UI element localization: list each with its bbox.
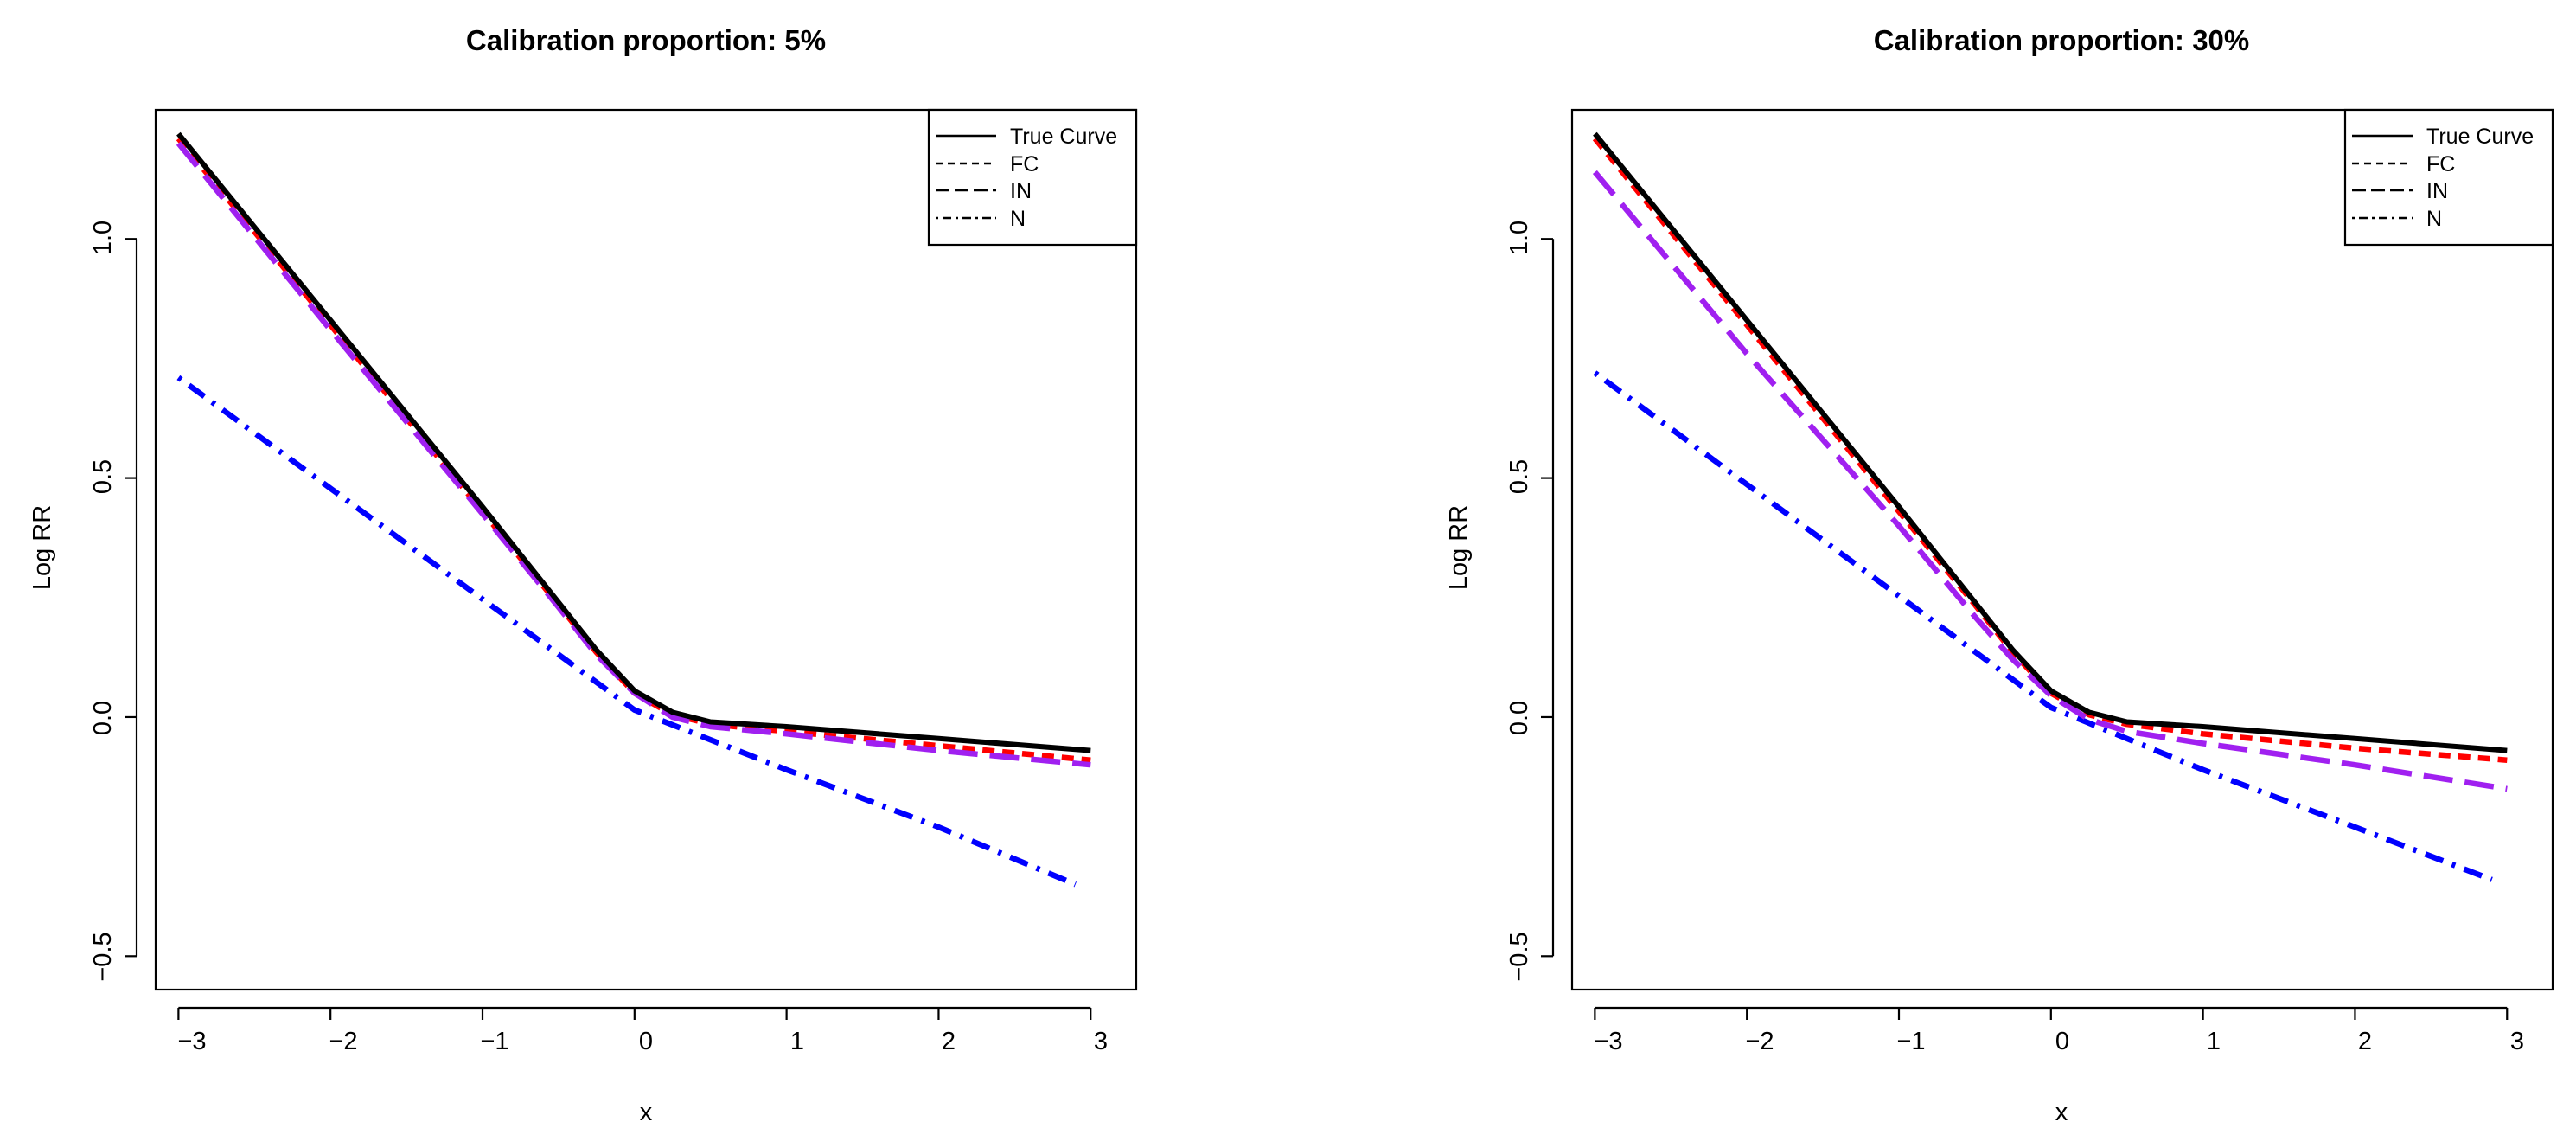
chart-title: Calibration proportion: 5% [466,24,826,56]
y-tick-label: 1.0 [89,221,117,255]
x-tick-label: 2 [2358,1028,2372,1055]
x-tick-label: −3 [177,1028,206,1055]
series-line-true [176,131,1091,753]
chart-panel-30pct: Calibration proportion: 30% Log RR x −3 … [1445,24,2554,1126]
legend-box [927,108,1138,247]
y-axis-label: Log RR [29,505,56,590]
series-line-in [1592,170,2508,792]
x-axis-label: x [640,1099,653,1126]
y-tick-label: 1.0 [1505,221,1533,255]
legend-label: N [1010,207,1026,231]
series-line-true [1593,131,2508,753]
x-tick-label: −1 [1896,1028,1925,1055]
legend: True Curve FC IN N [2343,108,2554,247]
legend-box [2343,108,2554,247]
x-tick-label: 2 [942,1028,956,1055]
x-axis-label: x [2055,1099,2068,1126]
plot-frame [154,108,1138,991]
y-axis-label: Log RR [1445,505,1473,590]
y-tick-label: 0.0 [89,701,117,735]
x-tick-label: 3 [1094,1028,1108,1055]
x-tick-label: 1 [790,1028,804,1055]
y-tick-label: 0.5 [1505,459,1533,494]
y-tick-label: −0.5 [89,932,117,981]
y-tick-label: −0.5 [1505,932,1533,981]
legend-label: True Curve [2426,125,2534,149]
chart-panel-5pct: Calibration proportion: 5% Log RR x −3 −… [29,24,1138,1126]
legend-label: IN [1010,179,1032,203]
x-tick-label: −2 [1745,1028,1774,1055]
x-tick-label: 1 [2207,1028,2221,1055]
legend-label: FC [2426,152,2455,176]
y-tick-label: 0.5 [89,459,117,494]
legend-label: N [2426,207,2442,231]
series-line-n [176,375,1077,888]
x-tick-label: 0 [639,1028,653,1055]
chart-title: Calibration proportion: 30% [1874,24,2250,56]
series-line-n [1593,370,2493,882]
y-tick-label: 0.0 [1505,701,1533,735]
legend-label: FC [1010,152,1039,176]
legend-label: True Curve [1010,125,1117,149]
legend-label: IN [2426,179,2448,203]
x-tick-label: −2 [329,1028,357,1055]
legend: True Curve FC IN N [927,108,1138,247]
plot-frame [1570,108,2554,991]
x-tick-label: −3 [1594,1028,1622,1055]
x-tick-label: 3 [2510,1028,2524,1055]
x-tick-label: 0 [2055,1028,2069,1055]
x-tick-label: −1 [480,1028,508,1055]
